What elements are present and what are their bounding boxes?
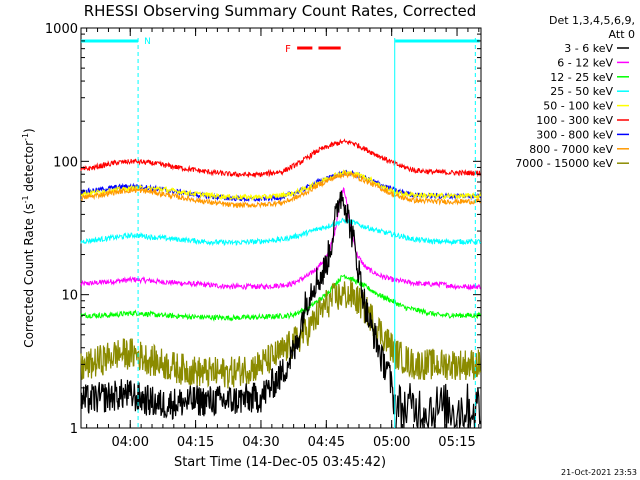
legend-label-5: 100 - 300 keV — [536, 114, 613, 127]
x-tick-label: 04:00 — [112, 435, 149, 450]
ylabel-mid: detector — [22, 141, 36, 196]
ylabel-end: ) — [22, 128, 36, 133]
legend-label-0: 3 - 6 keV — [564, 42, 613, 55]
y-tick-label: 1 — [70, 422, 78, 437]
plot-frame — [80, 27, 482, 429]
series-line-0 — [80, 190, 397, 421]
x-tick-label: 05:00 — [373, 435, 410, 450]
legend-label-4: 50 - 100 keV — [543, 100, 613, 113]
legend-label-8: 7000 - 15000 keV — [515, 157, 613, 170]
chart-title: RHESSI Observing Summary Count Rates, Co… — [84, 2, 477, 20]
ylabel-sup1: -1 — [21, 195, 30, 203]
series-line-1 — [80, 187, 481, 291]
x-tick-label: 04:15 — [177, 435, 214, 450]
x-axis-label: Start Time (14-Dec-05 03:45:42) — [174, 455, 386, 470]
series-line-0-tail — [395, 383, 482, 429]
footer-timestamp: 21-Oct-2021 23:53 — [561, 468, 637, 477]
series-line-8 — [80, 279, 482, 389]
x-tick-label: 05:15 — [438, 435, 475, 450]
legend-label-2: 12 - 25 keV — [550, 71, 613, 84]
y-tick-label: 1000 — [45, 22, 78, 37]
legend-label-7: 800 - 7000 keV — [529, 143, 613, 156]
ylabel-sup2: -1 — [21, 133, 30, 141]
series-line-4 — [80, 169, 481, 202]
legend-label-3: 25 - 50 keV — [550, 85, 613, 98]
ylabel-main: Corrected Count Rate (s — [22, 203, 36, 347]
y-axis-label: Corrected Count Rate (s-1 detector-1) — [21, 128, 36, 347]
series-line-5 — [80, 138, 481, 178]
attenuator-label: N — [144, 37, 151, 47]
legend-header-line-1: Att 0 — [609, 28, 635, 41]
legend-header-line-0: Det 1,3,4,5,6,9, — [549, 14, 635, 27]
y-tick-label: 10 — [61, 289, 78, 304]
legend-label-1: 6 - 12 keV — [557, 56, 613, 69]
series-line-3 — [80, 217, 481, 247]
x-tick-label: 04:45 — [308, 435, 345, 450]
legend-label-6: 300 - 800 keV — [536, 128, 613, 141]
x-tick-label: 04:30 — [242, 435, 279, 450]
plot-area: N F 1 10 100 1000 04:00 04:15 04:30 04:45 05:00 05:… — [45, 22, 482, 450]
flare-label: F — [285, 44, 291, 55]
y-tick-label: 100 — [53, 155, 78, 170]
series-line-2 — [80, 274, 481, 322]
series-line-7 — [80, 169, 481, 209]
